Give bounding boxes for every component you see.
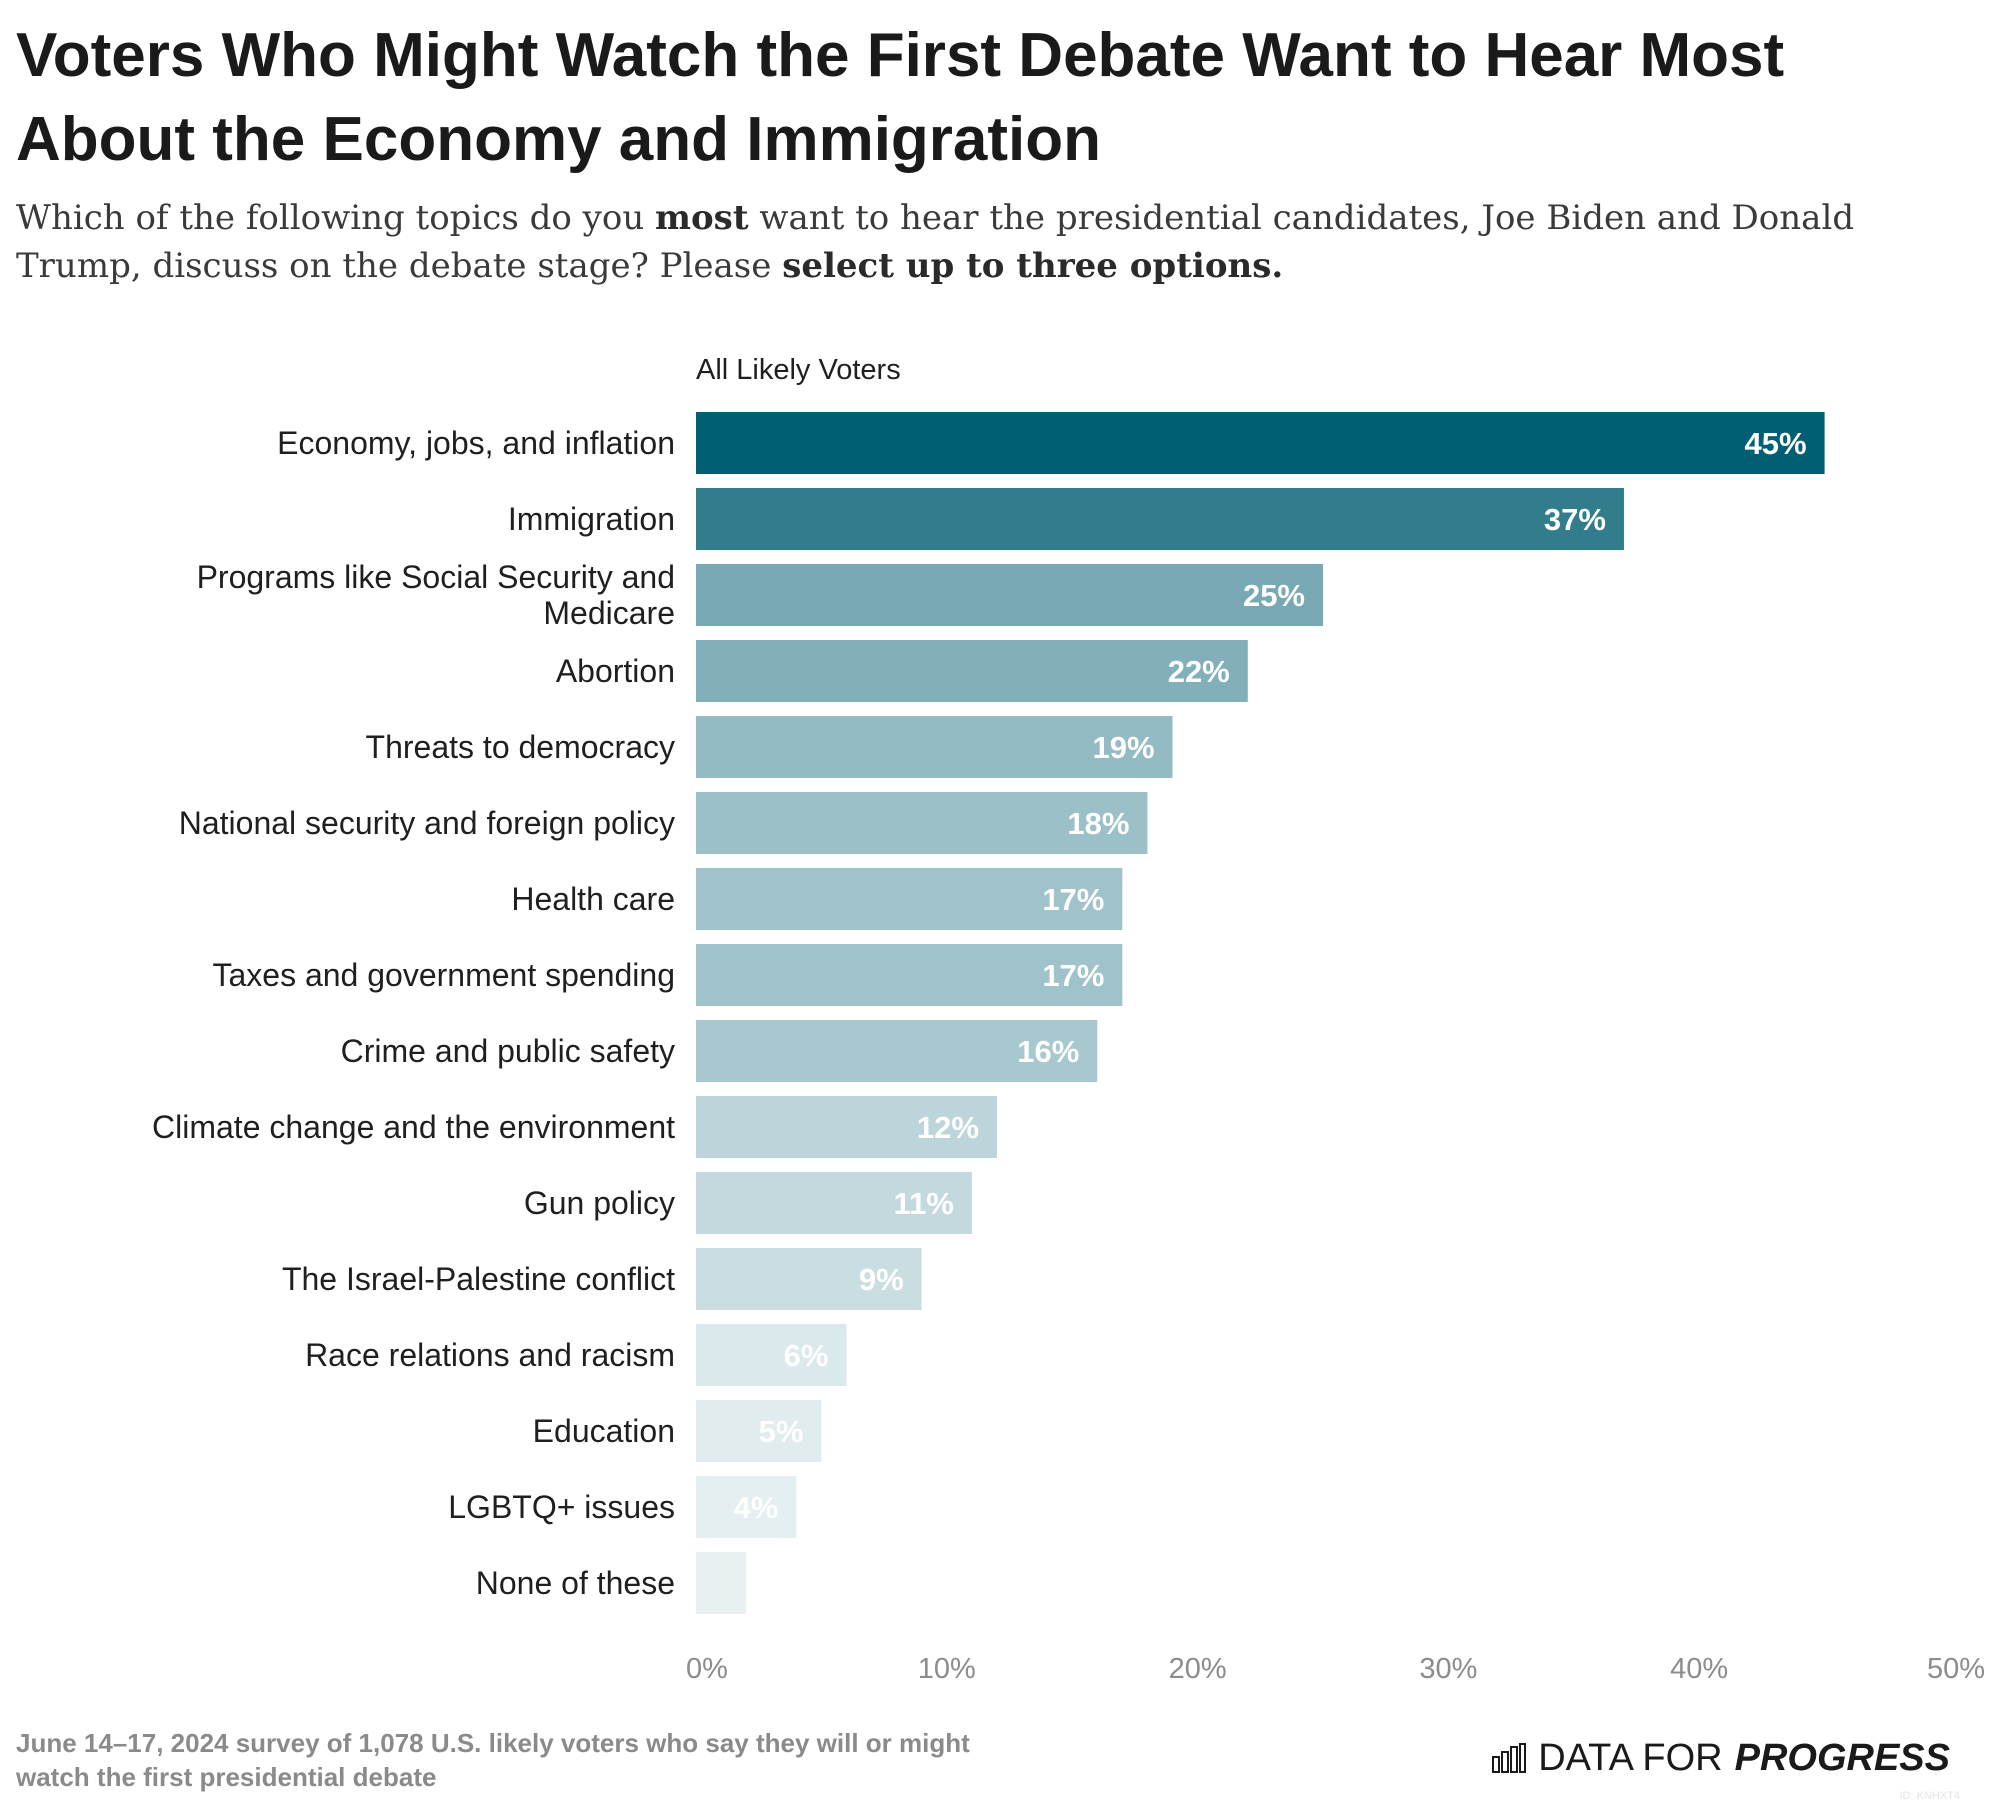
category-label-15: None of these [476,1565,675,1601]
x-tick-label-5: 50% [1927,1653,1985,1685]
value-label-4: 19% [1092,730,1154,765]
category-label-8: Crime and public safety [341,1033,675,1069]
category-label-5: National security and foreign policy [179,805,675,841]
bar-7 [696,944,1123,1006]
category-label-2: Programs like Social Security and Medicar… [197,559,675,631]
bar-10 [696,1172,972,1234]
value-label-12: 6% [784,1338,829,1373]
logo-text-regular: DATA FOR [1538,1736,1723,1779]
bar-4 [696,716,1173,778]
value-label-1: 37% [1544,502,1606,537]
value-label-10: 11% [894,1186,954,1221]
chart-title: Voters Who Might Watch the First Debate … [16,21,1785,174]
bar-12 [696,1324,847,1386]
category-label-0: Economy, jobs, and inflation [277,425,675,461]
data-for-progress-logo: DATA FOR PROGRESS [1492,1736,1950,1780]
x-tick-label-1: 10% [918,1653,976,1685]
value-label-2: 25% [1243,578,1305,613]
value-label-8: 16% [1017,1034,1079,1069]
bar-14 [696,1476,797,1538]
category-label-7: Taxes and government spending [212,957,675,993]
chart-id: ID: KNHXT4 [1899,1790,1960,1802]
subtitle-bold-2: select up to three options. [782,246,1284,286]
value-label-7: 17% [1042,958,1104,993]
x-tick-label-0: 0% [686,1653,728,1685]
bar-1 [696,488,1624,550]
category-label-14: LGBTQ+ issues [448,1489,675,1525]
value-label-11: 9% [859,1262,904,1297]
subtitle-text-2: want to hear the presidential candidates… [16,198,1855,286]
value-label-6: 17% [1042,882,1104,917]
category-label-13: Education [533,1413,675,1449]
survey-footnote: June 14–17, 2024 survey of 1,078 U.S. li… [16,1728,970,1792]
bar-chart-icon [1492,1743,1527,1773]
bar-2 [696,564,1323,626]
x-tick-label-3: 30% [1419,1653,1477,1685]
value-label-3: 22% [1168,654,1230,689]
category-label-11: The Israel-Palestine conflict [282,1261,675,1297]
category-label-6: Health care [511,881,675,917]
logo-text-bold: PROGRESS [1734,1736,1950,1779]
bar-5 [696,792,1148,854]
category-label-1: Immigration [508,501,675,537]
value-label-9: 12% [917,1110,979,1145]
bar-9 [696,1096,997,1158]
bar-13 [696,1400,822,1462]
subtitle-bold-1: most [655,198,749,238]
category-label-9: Climate change and the environment [152,1109,675,1145]
chart-subtitle: Which of the following topics do you mos… [16,194,1976,290]
value-label-13: 5% [759,1414,804,1449]
bar-15 [696,1552,747,1614]
group-label: All Likely Voters [696,354,901,386]
category-label-3: Abortion [556,653,675,689]
x-tick-label-4: 40% [1670,1653,1728,1685]
x-tick-label-2: 20% [1169,1653,1227,1685]
value-label-5: 18% [1067,806,1129,841]
value-label-0: 45% [1745,426,1807,461]
bar-11 [696,1248,922,1310]
bar-8 [696,1020,1098,1082]
bar-0 [696,412,1825,474]
category-label-12: Race relations and racism [305,1337,675,1373]
category-label-4: Threats to democracy [366,729,675,765]
value-label-14: 4% [734,1490,779,1525]
bar-3 [696,640,1248,702]
category-label-10: Gun policy [524,1185,675,1221]
subtitle-text-1: Which of the following topics do you [16,198,656,238]
bar-6 [696,868,1123,930]
